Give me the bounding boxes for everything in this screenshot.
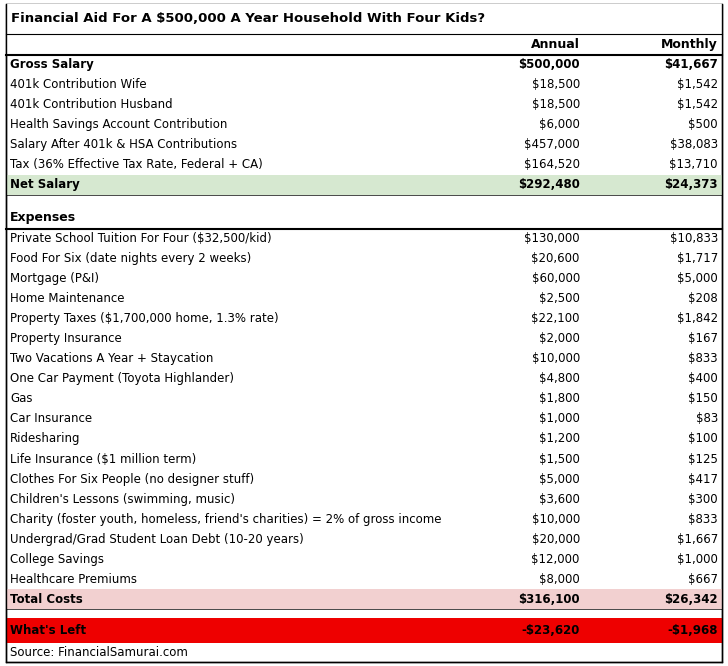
Text: $60,000: $60,000	[531, 272, 579, 285]
Text: Financial Aid For A $500,000 A Year Household With Four Kids?: Financial Aid For A $500,000 A Year Hous…	[11, 12, 485, 25]
Text: $2,500: $2,500	[539, 292, 579, 305]
Text: -$1,968: -$1,968	[668, 624, 718, 637]
Text: Food For Six (date nights every 2 weeks): Food For Six (date nights every 2 weeks)	[10, 252, 251, 265]
Text: $18,500: $18,500	[531, 98, 579, 111]
Text: $41,667: $41,667	[664, 58, 718, 71]
Text: $500: $500	[689, 119, 718, 131]
Text: Net Salary: Net Salary	[10, 178, 80, 191]
Text: Tax (36% Effective Tax Rate, Federal + CA): Tax (36% Effective Tax Rate, Federal + C…	[10, 159, 263, 171]
Text: Ridesharing: Ridesharing	[10, 432, 81, 446]
Text: Salary After 401k & HSA Contributions: Salary After 401k & HSA Contributions	[10, 139, 237, 151]
Text: $12,000: $12,000	[531, 553, 579, 565]
Text: $1,800: $1,800	[539, 392, 579, 406]
Text: Undergrad/Grad Student Loan Debt (10-20 years): Undergrad/Grad Student Loan Debt (10-20 …	[10, 533, 304, 545]
Text: Annual: Annual	[531, 37, 579, 51]
Text: $417: $417	[688, 473, 718, 486]
Text: $150: $150	[688, 392, 718, 406]
Text: Mortgage (P&I): Mortgage (P&I)	[10, 272, 99, 285]
Text: $316,100: $316,100	[518, 593, 579, 606]
Text: $2,000: $2,000	[539, 332, 579, 345]
Text: $10,833: $10,833	[670, 232, 718, 245]
Text: Healthcare Premiums: Healthcare Premiums	[10, 573, 137, 585]
Text: $10,000: $10,000	[531, 513, 579, 525]
Text: Source: FinancialSamurai.com: Source: FinancialSamurai.com	[10, 646, 188, 659]
Text: One Car Payment (Toyota Highlander): One Car Payment (Toyota Highlander)	[10, 372, 234, 386]
Text: $5,000: $5,000	[677, 272, 718, 285]
Text: $167: $167	[688, 332, 718, 345]
Text: Total Costs: Total Costs	[10, 593, 83, 606]
Text: $20,600: $20,600	[531, 252, 579, 265]
Text: $1,842: $1,842	[677, 312, 718, 325]
Text: $500,000: $500,000	[518, 58, 579, 71]
Bar	[6, 589, 722, 609]
Text: Private School Tuition For Four ($32,500/kid): Private School Tuition For Four ($32,500…	[10, 232, 272, 245]
Text: $400: $400	[688, 372, 718, 386]
Bar	[6, 175, 722, 195]
Text: Expenses: Expenses	[10, 210, 76, 224]
Text: $833: $833	[689, 352, 718, 366]
Text: Charity (foster youth, homeless, friend's charities) = 2% of gross income: Charity (foster youth, homeless, friend'…	[10, 513, 441, 525]
Text: Gas: Gas	[10, 392, 33, 406]
Text: $83: $83	[696, 412, 718, 426]
Text: $10,000: $10,000	[531, 352, 579, 366]
Text: $18,500: $18,500	[531, 78, 579, 91]
Bar	[6, 4, 722, 33]
Text: Gross Salary: Gross Salary	[10, 58, 94, 71]
Text: $667: $667	[688, 573, 718, 585]
Text: $26,342: $26,342	[665, 593, 718, 606]
Text: $125: $125	[688, 452, 718, 466]
Text: $20,000: $20,000	[531, 533, 579, 545]
Text: $4,800: $4,800	[539, 372, 579, 386]
Text: Children's Lessons (swimming, music): Children's Lessons (swimming, music)	[10, 493, 235, 505]
Text: $100: $100	[688, 432, 718, 446]
Text: $292,480: $292,480	[518, 178, 579, 191]
Text: 401k Contribution Husband: 401k Contribution Husband	[10, 98, 173, 111]
Text: $3,600: $3,600	[539, 493, 579, 505]
Text: Health Savings Account Contribution: Health Savings Account Contribution	[10, 119, 227, 131]
Text: $1,542: $1,542	[677, 78, 718, 91]
Text: -$23,620: -$23,620	[521, 624, 579, 637]
Text: College Savings: College Savings	[10, 553, 104, 565]
Text: $1,542: $1,542	[677, 98, 718, 111]
Text: $130,000: $130,000	[524, 232, 579, 245]
Text: $164,520: $164,520	[524, 159, 579, 171]
Text: $208: $208	[688, 292, 718, 305]
Text: What's Left: What's Left	[10, 624, 86, 637]
Text: $24,373: $24,373	[665, 178, 718, 191]
Text: Monthly: Monthly	[661, 37, 718, 51]
Text: $8,000: $8,000	[539, 573, 579, 585]
Text: Clothes For Six People (no designer stuff): Clothes For Six People (no designer stuf…	[10, 473, 254, 486]
Text: $13,710: $13,710	[670, 159, 718, 171]
Text: $6,000: $6,000	[539, 119, 579, 131]
Text: Two Vacations A Year + Staycation: Two Vacations A Year + Staycation	[10, 352, 213, 366]
Text: $833: $833	[689, 513, 718, 525]
Text: $1,500: $1,500	[539, 452, 579, 466]
Text: $457,000: $457,000	[524, 139, 579, 151]
Text: $1,200: $1,200	[539, 432, 579, 446]
Text: $5,000: $5,000	[539, 473, 579, 486]
Text: $22,100: $22,100	[531, 312, 579, 325]
Text: 401k Contribution Wife: 401k Contribution Wife	[10, 78, 146, 91]
Text: Life Insurance ($1 million term): Life Insurance ($1 million term)	[10, 452, 197, 466]
Text: $1,000: $1,000	[677, 553, 718, 565]
Text: Property Taxes ($1,700,000 home, 1.3% rate): Property Taxes ($1,700,000 home, 1.3% ra…	[10, 312, 279, 325]
Text: $300: $300	[689, 493, 718, 505]
Text: $1,717: $1,717	[677, 252, 718, 265]
Text: Home Maintenance: Home Maintenance	[10, 292, 124, 305]
Bar	[6, 33, 722, 55]
Text: $1,667: $1,667	[677, 533, 718, 545]
Text: $38,083: $38,083	[670, 139, 718, 151]
Text: $1,000: $1,000	[539, 412, 579, 426]
Bar	[6, 617, 722, 643]
Text: Car Insurance: Car Insurance	[10, 412, 92, 426]
Text: Property Insurance: Property Insurance	[10, 332, 122, 345]
